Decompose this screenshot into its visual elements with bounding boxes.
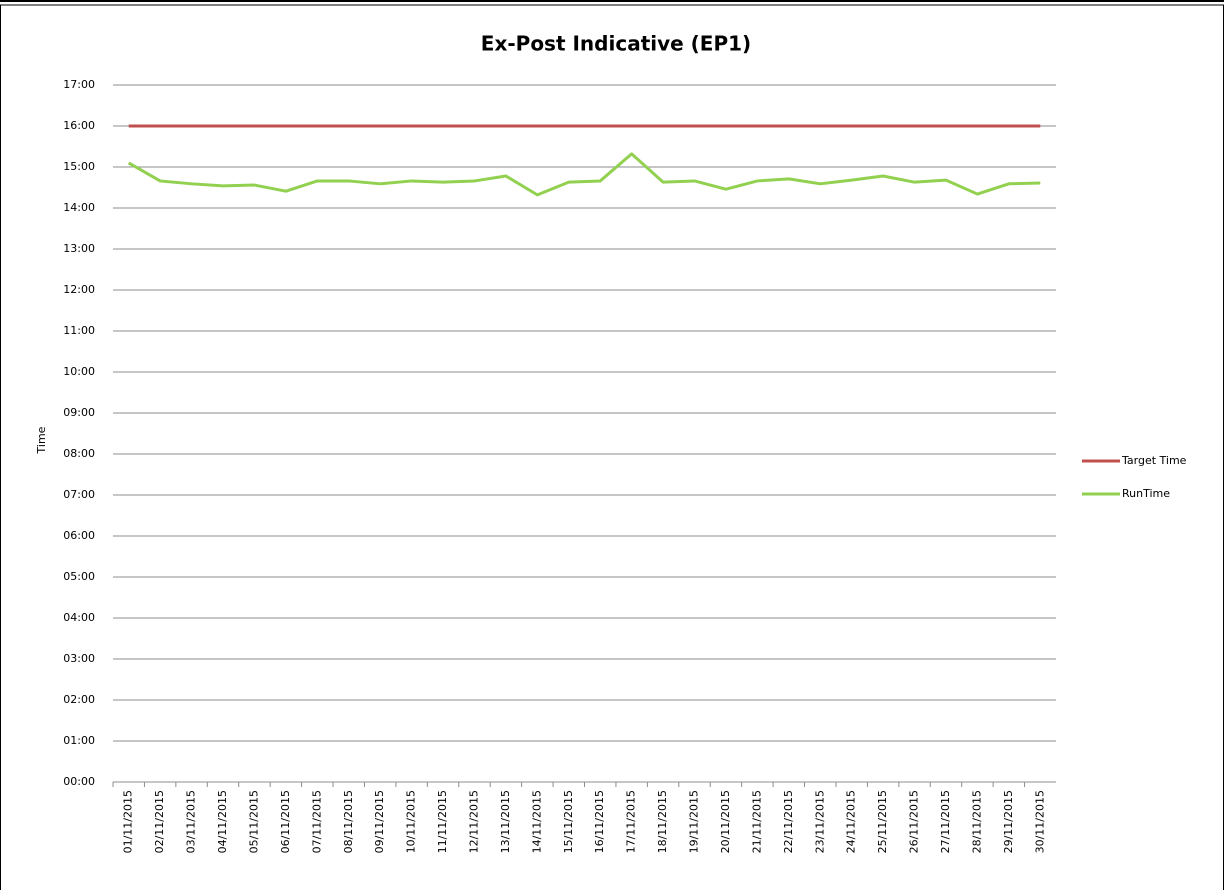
- x-tick-label: 13/11/2015: [499, 790, 512, 853]
- x-tick-label: 18/11/2015: [656, 790, 669, 853]
- y-tick-label: 03:00: [63, 652, 95, 665]
- x-tick-label: 08/11/2015: [342, 790, 355, 853]
- x-tick-label: 06/11/2015: [279, 790, 292, 853]
- x-tick-label: 01/11/2015: [122, 790, 135, 853]
- y-tick-label: 04:00: [63, 611, 95, 624]
- y-tick-label: 09:00: [63, 406, 95, 419]
- y-tick-label: 07:00: [63, 488, 95, 501]
- y-tick-label: 00:00: [63, 775, 95, 788]
- x-tick-label: 21/11/2015: [750, 790, 763, 853]
- x-tick-label: 10/11/2015: [405, 790, 418, 853]
- y-tick-label: 10:00: [63, 365, 95, 378]
- x-tick-label: 02/11/2015: [153, 790, 166, 853]
- x-tick-label: 15/11/2015: [562, 790, 575, 853]
- x-tick-label: 03/11/2015: [185, 790, 198, 853]
- x-tick-label: 05/11/2015: [247, 790, 260, 853]
- y-axis-label: Time: [35, 426, 48, 454]
- y-tick-label: 16:00: [63, 119, 95, 132]
- y-tick-label: 11:00: [63, 324, 95, 337]
- x-tick-label: 25/11/2015: [876, 790, 889, 853]
- x-tick-label: 16/11/2015: [593, 790, 606, 853]
- y-tick-label: 14:00: [63, 201, 95, 214]
- y-tick-label: 13:00: [63, 242, 95, 255]
- x-tick-label: 28/11/2015: [970, 790, 983, 853]
- y-tick-label: 05:00: [63, 570, 95, 583]
- x-tick-label: 27/11/2015: [939, 790, 952, 853]
- x-tick-label: 17/11/2015: [625, 790, 638, 853]
- y-tick-label: 08:00: [63, 447, 95, 460]
- y-tick-label: 15:00: [63, 160, 95, 173]
- chart-title: Ex-Post Indicative (EP1): [481, 32, 751, 56]
- legend-label: RunTime: [1122, 487, 1170, 500]
- y-tick-label: 17:00: [63, 78, 95, 91]
- x-tick-label: 07/11/2015: [310, 790, 323, 853]
- x-tick-label: 23/11/2015: [813, 790, 826, 853]
- x-tick-label: 12/11/2015: [467, 790, 480, 853]
- x-tick-label: 11/11/2015: [436, 790, 449, 853]
- x-tick-label: 09/11/2015: [373, 790, 386, 853]
- x-tick-label: 26/11/2015: [908, 790, 921, 853]
- series-line: [127, 152, 1041, 197]
- x-tick-label: 14/11/2015: [530, 790, 543, 853]
- x-tick-label: 04/11/2015: [216, 790, 229, 853]
- x-tick-label: 30/11/2015: [1033, 790, 1046, 853]
- x-tick-label: 22/11/2015: [782, 790, 795, 853]
- y-tick-label: 01:00: [63, 734, 95, 747]
- y-tick-label: 06:00: [63, 529, 95, 542]
- x-tick-label: 20/11/2015: [719, 790, 732, 853]
- x-tick-label: 19/11/2015: [688, 790, 701, 853]
- x-tick-label: 24/11/2015: [845, 790, 858, 853]
- y-tick-label: 02:00: [63, 693, 95, 706]
- legend-label: Target Time: [1121, 454, 1187, 467]
- y-tick-label: 12:00: [63, 283, 95, 296]
- x-tick-label: 29/11/2015: [1002, 790, 1015, 853]
